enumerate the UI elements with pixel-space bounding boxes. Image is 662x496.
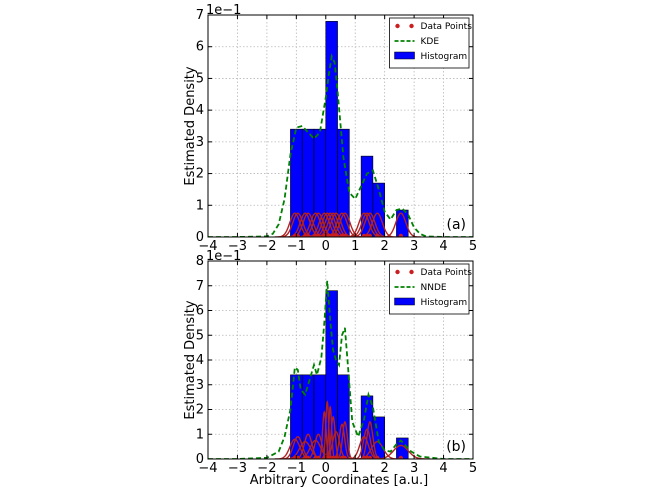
data-point [333, 455, 339, 459]
y-tick-label: 7 [196, 8, 204, 23]
panel-label: (b) [446, 439, 466, 455]
x-tick-label: 2 [381, 239, 389, 254]
data-point [316, 455, 321, 459]
legend-entry-label: Data Points [421, 22, 473, 32]
y-offset-label: 1e−1 [206, 249, 241, 264]
histogram-bar [325, 21, 338, 237]
x-axis-label: Arbitrary Coordinates [a.u.] [250, 473, 428, 488]
histogram-bar [337, 374, 350, 459]
legend-point-marker [409, 269, 414, 275]
y-tick-label: 4 [196, 353, 204, 368]
legend: Data Points KDE Histogram [389, 17, 473, 69]
y-tick-label: 1 [196, 427, 204, 442]
x-tick-label: −3 [228, 239, 247, 254]
legend-entry-label: NNDE [421, 283, 447, 293]
legend-point-marker [395, 269, 400, 275]
x-tick-label: −3 [228, 461, 247, 476]
legend-box [389, 263, 470, 315]
x-tick-label: 0 [322, 239, 330, 254]
data-point [375, 455, 380, 459]
histogram-bar [372, 416, 385, 459]
y-tick-label: 0 [196, 230, 204, 245]
histogram-bar [337, 128, 350, 237]
y-tick-label: 5 [196, 328, 204, 343]
x-tick-label: −4 [198, 239, 217, 254]
legend-bar-marker [394, 297, 415, 306]
legend-point-marker [395, 23, 400, 29]
chart-panel-a: −4 −3 −2 −1 0 1 2 3 4 5 0 1 2 3 4 5 6 7 1e−1 Estimated Dens… [183, 3, 477, 254]
chart-panel-b: −4 −3 −2 −1 0 1 2 3 4 5 0 1 2 3 4 5 6 7 8 1e−1 Estimated Den… [183, 249, 477, 476]
data-point [342, 455, 348, 459]
legend: Data Points NNDE Histogram [389, 263, 473, 315]
x-tick-label: 4 [439, 461, 447, 476]
x-tick-label: −2 [257, 239, 276, 254]
data-point [342, 233, 348, 237]
y-offset-label: 1e−1 [206, 3, 241, 18]
plot-area [208, 280, 473, 459]
y-tick-label: 2 [196, 403, 204, 418]
x-tick-label: −1 [287, 461, 306, 476]
data-point [305, 233, 311, 237]
legend-entry-label: Histogram [421, 298, 468, 308]
plot-area [208, 21, 473, 237]
x-tick-label: 0 [322, 461, 330, 476]
y-tick-label: 6 [196, 304, 204, 319]
data-point [367, 233, 373, 237]
estimate-line [208, 280, 473, 459]
histogram-bar [396, 209, 409, 237]
plot-frame [207, 14, 474, 238]
data-point [305, 455, 311, 459]
x-tick-label: 1 [351, 461, 359, 476]
data-point [398, 455, 404, 459]
legend-bar-marker [394, 51, 415, 60]
legend-box [389, 17, 470, 69]
x-tick-label: 2 [381, 461, 389, 476]
estimate-line [208, 53, 473, 237]
kernel-curve [335, 420, 355, 459]
x-tick-label: 4 [439, 239, 447, 254]
y-axis-label: Estimated Density [183, 66, 198, 186]
y-tick-label: 6 [196, 40, 204, 55]
y-tick-label: 8 [196, 254, 204, 269]
data-point [333, 233, 339, 237]
x-tick-label: 3 [410, 239, 418, 254]
legend-entry-label: Histogram [421, 52, 468, 62]
panel-label: (a) [446, 217, 466, 233]
legend-entry-label: KDE [421, 37, 440, 47]
data-point [375, 233, 380, 237]
y-axis-label: Estimated Density [183, 300, 198, 420]
legend-point-marker [409, 23, 414, 29]
x-tick-label: −4 [198, 461, 217, 476]
data-point [398, 233, 404, 237]
y-tick-label: 1 [196, 198, 204, 213]
y-tick-label: 4 [196, 103, 204, 118]
x-tick-label: 3 [410, 461, 418, 476]
y-tick-label: 0 [196, 452, 204, 467]
x-tick-label: 1 [351, 239, 359, 254]
x-tick-label: 5 [469, 239, 477, 254]
y-tick-label: 2 [196, 167, 204, 182]
y-tick-label: 7 [196, 279, 204, 294]
x-tick-label: −1 [287, 239, 306, 254]
y-tick-label: 5 [196, 71, 204, 86]
legend-entry-label: Data Points [421, 268, 473, 278]
x-tick-label: −2 [257, 461, 276, 476]
x-tick-label: 5 [469, 461, 477, 476]
y-tick-label: 3 [196, 135, 204, 150]
data-point [367, 455, 373, 459]
y-tick-label: 3 [196, 378, 204, 393]
data-point [316, 233, 321, 237]
